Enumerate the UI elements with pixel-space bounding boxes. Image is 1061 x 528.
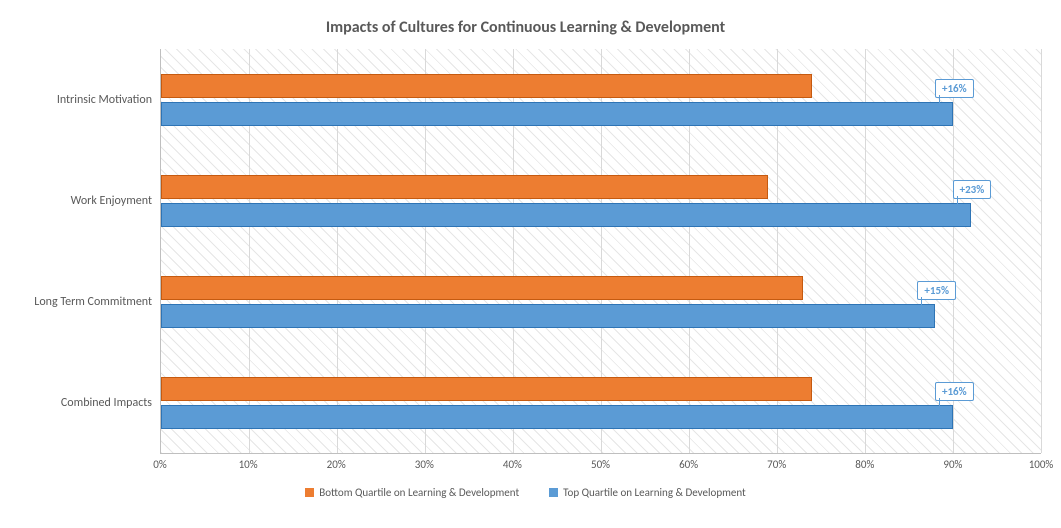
y-axis-label: Work Enjoyment: [10, 194, 160, 208]
x-axis-tick: 40%: [503, 458, 522, 471]
bar-fill: [161, 203, 971, 227]
bar-group: +15%: [161, 261, 1041, 343]
callout-leader: [939, 95, 940, 109]
legend-label: Bottom Quartile on Learning & Developmen…: [319, 486, 519, 499]
data-callout: +23%: [953, 180, 992, 199]
legend-item-top-quartile: Top Quartile on Learning & Development: [549, 486, 746, 499]
data-callout: +15%: [917, 281, 956, 300]
x-axis-tick: 10%: [239, 458, 258, 471]
bar-group: +16%: [161, 362, 1041, 444]
plot-area: +16% +23% +15% +16%: [160, 49, 1041, 454]
data-callout: +16%: [935, 79, 974, 98]
x-axis-tick: 70%: [767, 458, 786, 471]
x-axis-tick: 90%: [943, 458, 962, 471]
x-axis: 0%10%20%30%40%50%60%70%80%90%100%: [160, 454, 1041, 474]
bar-top-quartile: [161, 102, 953, 126]
callout-leader: [939, 398, 940, 412]
x-axis-tick: 0%: [153, 458, 166, 471]
bar-bottom-quartile: [161, 377, 812, 401]
bar-group: +16%: [161, 59, 1041, 141]
plot-wrapper: Intrinsic Motivation Work Enjoyment Long…: [10, 49, 1041, 454]
bar-top-quartile: [161, 304, 935, 328]
legend-swatch: [549, 488, 558, 497]
y-axis-label: Intrinsic Motivation: [10, 93, 160, 107]
legend-swatch: [305, 488, 314, 497]
bar-top-quartile: [161, 405, 953, 429]
bar-bottom-quartile: [161, 74, 812, 98]
callout-leader: [957, 196, 958, 210]
x-axis-tick: 100%: [1029, 458, 1054, 471]
bar-fill: [161, 175, 768, 199]
legend-item-bottom-quartile: Bottom Quartile on Learning & Developmen…: [305, 486, 519, 499]
chart-title: Impacts of Cultures for Continuous Learn…: [10, 18, 1041, 37]
x-axis-tick: 80%: [855, 458, 874, 471]
bar-group: +23%: [161, 160, 1041, 242]
x-axis-tick: 30%: [415, 458, 434, 471]
bar-fill: [161, 405, 953, 429]
bar-fill: [161, 102, 953, 126]
chart-container: Impacts of Cultures for Continuous Learn…: [0, 0, 1061, 528]
y-axis: Intrinsic Motivation Work Enjoyment Long…: [10, 49, 160, 454]
x-axis-tick: 60%: [679, 458, 698, 471]
bar-bottom-quartile: [161, 175, 768, 199]
y-axis-label: Combined Impacts: [10, 396, 160, 410]
bar-fill: [161, 304, 935, 328]
bar-top-quartile: [161, 203, 971, 227]
x-axis-tick: 50%: [591, 458, 610, 471]
bar-fill: [161, 377, 812, 401]
x-axis-tick: 20%: [327, 458, 346, 471]
gridline: [1041, 49, 1042, 453]
y-axis-label: Long Term Commitment: [10, 295, 160, 309]
bar-bottom-quartile: [161, 276, 803, 300]
bar-groups: +16% +23% +15% +16%: [161, 49, 1041, 453]
legend: Bottom Quartile on Learning & Developmen…: [10, 486, 1041, 499]
bar-fill: [161, 276, 803, 300]
bar-fill: [161, 74, 812, 98]
data-callout: +16%: [935, 382, 974, 401]
callout-leader: [921, 297, 922, 311]
legend-label: Top Quartile on Learning & Development: [563, 486, 746, 499]
